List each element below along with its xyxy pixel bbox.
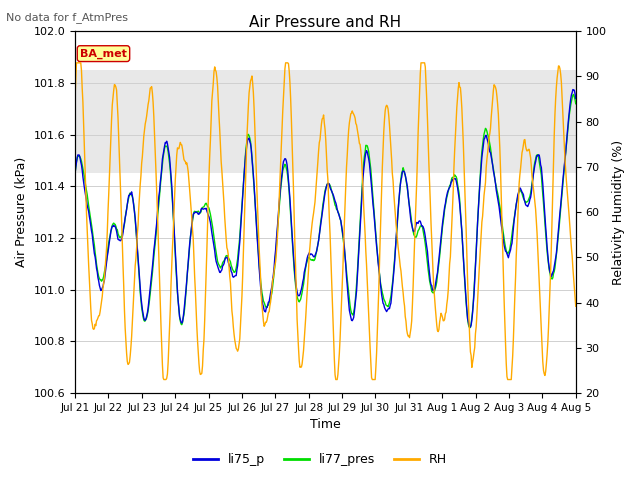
- Y-axis label: Air Pressure (kPa): Air Pressure (kPa): [15, 157, 28, 267]
- Y-axis label: Relativity Humidity (%): Relativity Humidity (%): [612, 140, 625, 285]
- Text: BA_met: BA_met: [80, 48, 127, 59]
- Bar: [75, 70, 576, 173]
- Text: No data for f_AtmPres: No data for f_AtmPres: [6, 12, 129, 23]
- Legend: li75_p, li77_pres, RH: li75_p, li77_pres, RH: [188, 448, 452, 471]
- Title: Air Pressure and RH: Air Pressure and RH: [250, 15, 401, 30]
- X-axis label: Time: Time: [310, 419, 340, 432]
